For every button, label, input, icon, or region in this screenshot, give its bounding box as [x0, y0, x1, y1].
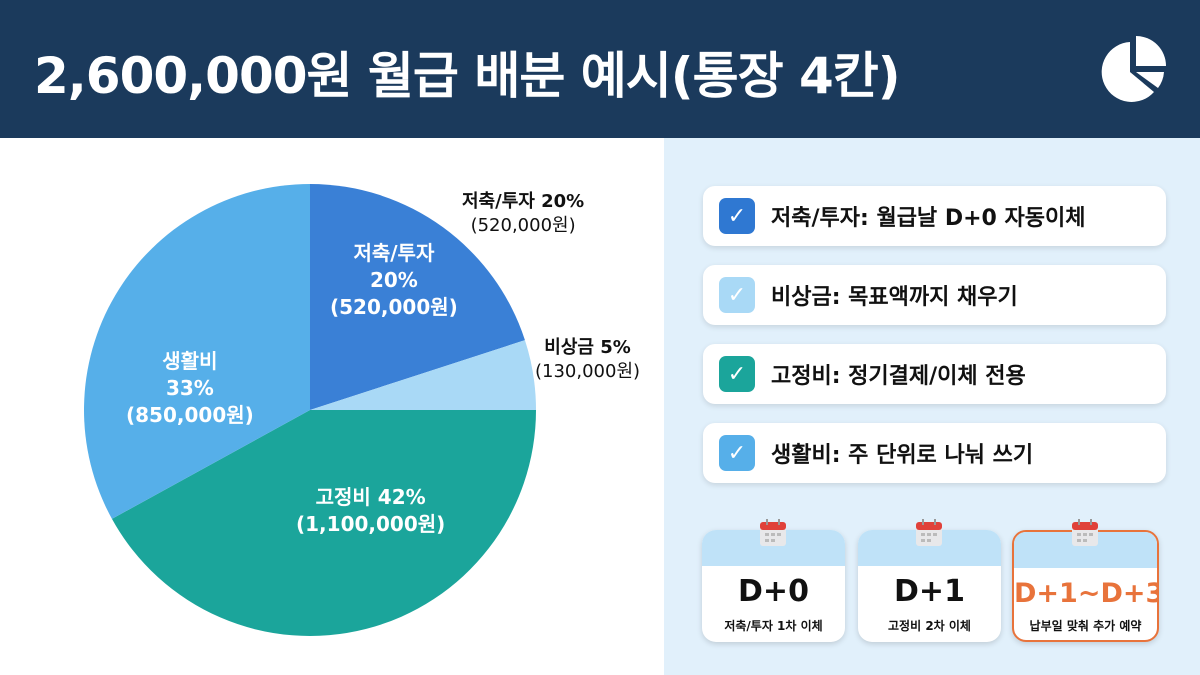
label-fixed-inner: 고정비 42% (1,100,000원): [296, 484, 445, 538]
label-fixed-amount: (1,100,000원): [296, 512, 446, 536]
checkbox-icon: ✓: [719, 277, 755, 313]
pie-chart-icon: [1101, 36, 1166, 102]
label-living-pct: 33%: [165, 376, 214, 400]
pie-slice-1: [310, 340, 536, 410]
checklist-item-emergency: ✓ 비상금: 목표액까지 채우기: [703, 265, 1166, 325]
schedule-desc: 납부일 맞춰 추가 예약: [1029, 619, 1142, 633]
label-savings-outer: 저축/투자 20% (520,000원): [462, 190, 584, 239]
label-savings-outer-title: 저축/투자 20%: [462, 191, 585, 212]
schedule-card-d0: D+0 저축/투자 1차 이체: [702, 530, 845, 642]
page-title: 2,600,000원 월급 배분 예시(통장 4칸): [34, 47, 901, 105]
label-savings-inner: 저축/투자 20% (520,000원): [330, 240, 458, 321]
pie-slice-2: [111, 410, 537, 637]
schedule-day: D+0: [738, 574, 809, 609]
header: 2,600,000원 월급 배분 예시(통장 4칸): [0, 0, 1200, 138]
label-savings-outer-amount: (520,000원): [470, 215, 576, 237]
pie-slice-0: [310, 184, 525, 410]
checklist-text: 비상금: 목표액까지 채우기: [771, 285, 1018, 310]
label-living-inner: 생활비 33% (850,000원): [126, 348, 254, 429]
schedule-card-d1-d3: D+1~D+3 납부일 맞춰 추가 예약: [1012, 530, 1159, 642]
schedule-day: D+1~D+3: [1014, 578, 1159, 609]
schedule-card-d1: D+1 고정비 2차 이체: [858, 530, 1001, 642]
label-emergency-outer: 비상금 5% (130,000원): [535, 336, 640, 385]
label-fixed-name: 고정비 42%: [315, 485, 426, 509]
label-living-amount: (850,000원): [126, 403, 254, 427]
checkbox-icon: ✓: [719, 356, 755, 392]
schedule-day: D+1: [894, 574, 965, 609]
checklist-item-living: ✓ 생활비: 주 단위로 나눠 쓰기: [703, 423, 1166, 483]
label-savings-pct: 20%: [369, 268, 418, 292]
calendar-icon: [1072, 519, 1098, 546]
label-emergency-title: 비상금 5%: [544, 337, 631, 358]
label-savings-amount: (520,000원): [330, 295, 458, 319]
label-living-name: 생활비: [162, 349, 218, 373]
pie-chart-panel: 저축/투자 20% (520,000원) 생활비 33% (850,000원) …: [0, 138, 664, 675]
checklist-text: 저축/투자: 월급날 D+0 자동이체: [771, 206, 1086, 231]
checkbox-icon: ✓: [719, 435, 755, 471]
checklist-text: 고정비: 정기결제/이체 전용: [771, 364, 1026, 389]
checklist-item-fixed: ✓ 고정비: 정기결제/이체 전용: [703, 344, 1166, 404]
schedule-desc: 고정비 2차 이체: [888, 619, 971, 633]
checklist-text: 생활비: 주 단위로 나눠 쓰기: [771, 443, 1034, 468]
schedule-desc: 저축/투자 1차 이체: [724, 619, 823, 633]
calendar-icon: [916, 519, 942, 546]
label-emergency-amount: (130,000원): [535, 361, 641, 383]
label-savings-name: 저축/투자: [353, 241, 435, 265]
calendar-icon: [760, 519, 786, 546]
checklist-item-savings: ✓ 저축/투자: 월급날 D+0 자동이체: [703, 186, 1166, 246]
pie-chart: [83, 184, 537, 637]
checkbox-icon: ✓: [719, 198, 755, 234]
pie-slice-3: [83, 184, 310, 519]
